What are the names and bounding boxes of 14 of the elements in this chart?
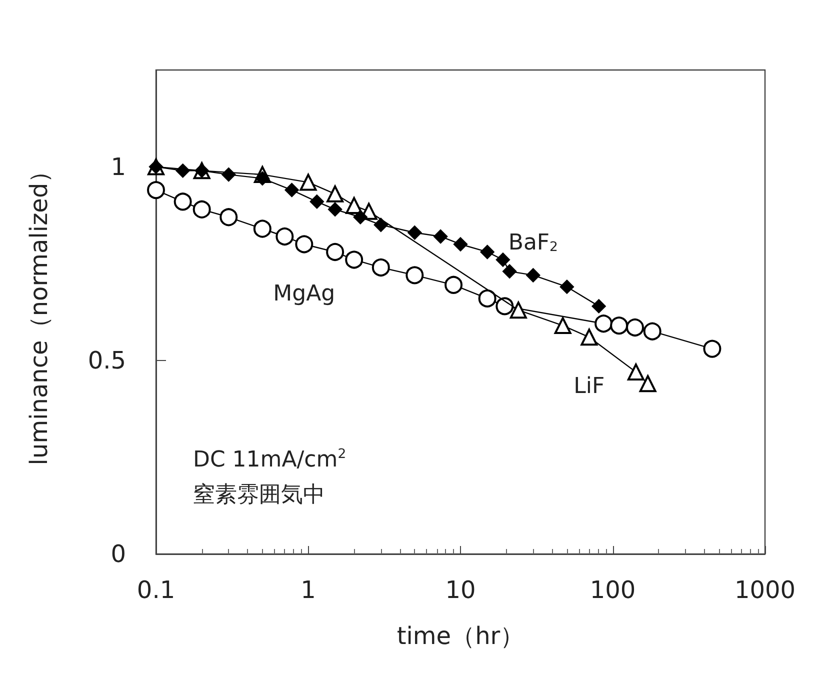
y-axis-title: luminance（normalized） — [25, 158, 53, 466]
x-tick-label: 0.1 — [136, 576, 176, 604]
x-tick-label: 10 — [445, 576, 476, 604]
x-tick-label: 1 — [300, 576, 316, 604]
series-label: BaF2 — [508, 230, 558, 256]
annotation: 窒素雰囲気中 — [193, 482, 325, 508]
x-tick-label: 100 — [590, 576, 636, 604]
x-axis-title: time（hr） — [396, 622, 524, 650]
series-label: LiF — [574, 374, 605, 400]
y-tick-label: 0.5 — [88, 346, 126, 374]
x-tick-label: 1000 — [734, 576, 796, 604]
series-label: MgAg — [273, 282, 336, 307]
y-tick-label: 1 — [110, 152, 126, 181]
y-tick-label: 0 — [110, 540, 126, 568]
